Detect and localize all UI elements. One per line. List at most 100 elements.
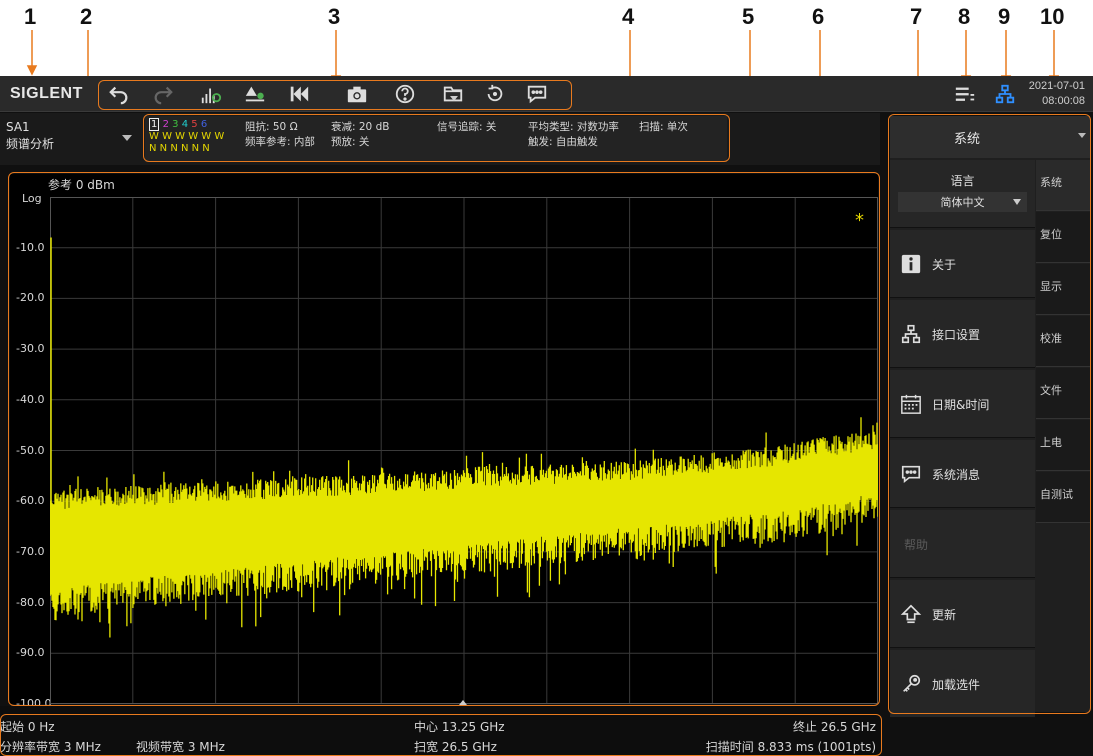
chevron-down-icon[interactable] xyxy=(1078,133,1086,138)
trigger-value: 触发: 自由触发 xyxy=(528,136,598,148)
y-axis-label: -30.0 xyxy=(16,342,45,356)
menu-interface-label: 接口设置 xyxy=(932,328,981,342)
menu-about[interactable]: 关于 xyxy=(890,230,1035,298)
y-axis-label: -60.0 xyxy=(16,494,45,508)
preset-icon[interactable] xyxy=(284,80,314,108)
param-col-3: 信号追踪: 关 xyxy=(437,120,496,135)
language-value: 简体中文 xyxy=(940,196,985,209)
help-icon[interactable] xyxy=(390,80,420,108)
message-icon xyxy=(901,465,921,484)
ref-level[interactable]: 参考 0 dBm xyxy=(48,178,115,192)
panel-header[interactable]: 系统 xyxy=(890,116,1090,158)
menu-datetime[interactable]: 日期&时间 xyxy=(890,370,1035,438)
preamp-value: 预放: 关 xyxy=(331,136,370,148)
spectrum-plot[interactable]: 参考 0 dBm Log -10.0 -20.0 -30.0 -40.0 -50.0 -6… xyxy=(10,174,878,710)
trace-indicators[interactable]: 1 2 3 4 5 6 W W W W W W N N N N N N xyxy=(149,118,225,155)
language-select[interactable]: 简体中文 xyxy=(898,192,1027,212)
spectrum-graph[interactable] xyxy=(50,197,878,704)
parameter-panel[interactable]: 1 2 3 4 5 6 W W W W W W N N N N N N 阻抗: … xyxy=(145,116,727,162)
trace-4[interactable]: 4 xyxy=(181,119,189,130)
info-bar: SA1 频谱分析 1 2 3 4 5 6 W W W W W W N N N N… xyxy=(0,113,880,165)
chevron-down-icon xyxy=(1013,199,1021,205)
time-text: 08:00:08 xyxy=(1042,95,1085,107)
trace-6[interactable]: 6 xyxy=(200,119,208,130)
peak-search-icon[interactable] xyxy=(196,80,226,108)
tab-display[interactable]: 显示 xyxy=(1036,264,1090,315)
highlight-params xyxy=(143,114,730,162)
span-value[interactable]: 扫宽 26.5 GHz xyxy=(414,740,497,754)
marker-icon[interactable] xyxy=(240,80,270,108)
center-marker-top-icon xyxy=(450,96,458,101)
sweep-value: 扫描: 单次 xyxy=(639,121,688,133)
callout-6: 6 xyxy=(812,4,825,29)
stop-freq[interactable]: 终止 26.5 GHz xyxy=(793,720,876,734)
y-axis-label: -80.0 xyxy=(16,595,45,609)
analyzer-screen: SIGLENT xyxy=(0,76,1093,756)
network-icon xyxy=(901,324,921,344)
callout-8: 8 xyxy=(958,4,971,29)
menu-about-label: 关于 xyxy=(932,258,957,272)
atten-value: 衰减: 20 dB xyxy=(331,121,390,133)
mode-selector[interactable]: SA1 频谱分析 xyxy=(6,119,54,153)
refresh-icon[interactable] xyxy=(480,80,510,108)
folder-icon[interactable] xyxy=(438,80,468,108)
avg-type-value: 平均类型: 对数功率 xyxy=(528,121,619,133)
message-icon[interactable] xyxy=(522,80,552,108)
key-icon xyxy=(903,674,921,692)
tab-calibration[interactable]: 校准 xyxy=(1036,316,1090,367)
tracking-value: 信号追踪: 关 xyxy=(437,121,497,133)
trace-detector-row: N N N N N N xyxy=(149,143,210,154)
callout-3: 3 xyxy=(328,4,341,29)
tab-reset[interactable]: 复位 xyxy=(1036,212,1090,263)
highlight-panel xyxy=(888,114,1091,714)
tab-system[interactable]: 系统 xyxy=(1036,160,1090,211)
callout-10: 10 xyxy=(1040,4,1065,29)
menu-update-label: 更新 xyxy=(932,608,957,622)
menu-load-option-label: 加载选件 xyxy=(932,678,981,692)
mode-name: SA1 xyxy=(6,120,30,134)
trace-1-line xyxy=(50,417,878,638)
center-freq[interactable]: 中心 13.25 GHz xyxy=(414,720,505,734)
chevron-down-icon[interactable] xyxy=(122,135,132,141)
callout-4: 4 xyxy=(622,4,635,29)
menu-interface[interactable]: 接口设置 xyxy=(890,300,1035,368)
trace-2[interactable]: 2 xyxy=(162,119,169,130)
menu-help: 帮助 xyxy=(890,510,1035,578)
tab-power-on[interactable]: 上电 xyxy=(1036,420,1090,471)
y-axis-label: -20.0 xyxy=(16,291,45,305)
rbw-value[interactable]: 分辨率带宽 3 MHz xyxy=(0,740,101,754)
vbw-value[interactable]: 视频带宽 3 MHz xyxy=(136,740,225,754)
param-col-2: 衰减: 20 dB 预放: 关 xyxy=(331,120,389,150)
trace-1[interactable]: 1 xyxy=(149,118,160,131)
center-marker-bottom-icon xyxy=(459,700,467,705)
calendar-icon xyxy=(901,394,921,414)
trace-5[interactable]: 5 xyxy=(191,119,198,130)
panel-title: 系统 xyxy=(953,131,980,147)
menu-update[interactable]: 更新 xyxy=(890,580,1035,648)
trace-mode-row: W W W W W W xyxy=(149,131,225,142)
network-icon[interactable] xyxy=(990,80,1020,108)
tab-self-test[interactable]: 自测试 xyxy=(1036,472,1090,523)
start-freq[interactable]: 起始 0 Hz xyxy=(0,720,55,734)
right-panel: 系统 语言 简体中文 关于 接口设置 日期&时间 xyxy=(890,116,1090,718)
menu-datetime-label: 日期&时间 xyxy=(932,398,990,412)
tab-file[interactable]: 文件 xyxy=(1036,368,1090,419)
trace-3[interactable]: 3 xyxy=(172,119,179,130)
param-col-1: 阻抗: 50 Ω 频率参考: 内部 xyxy=(245,120,315,150)
menu-list-icon[interactable] xyxy=(950,80,980,108)
menu-help-label: 帮助 xyxy=(904,538,929,552)
date-time: 2021-07-01 08:00:08 xyxy=(1029,79,1085,109)
trace-numbers: 1 2 3 4 5 6 xyxy=(149,118,224,131)
camera-icon[interactable] xyxy=(342,80,372,108)
sweep-time[interactable]: 扫描时间 8.833 ms (1001pts) xyxy=(705,740,876,754)
callout-5: 5 xyxy=(742,4,755,29)
top-bar: SIGLENT xyxy=(0,76,1093,112)
redo-icon[interactable] xyxy=(148,80,178,108)
menu-load-option[interactable]: 加载选件 xyxy=(890,650,1035,718)
star-indicator-icon: * xyxy=(855,210,864,231)
undo-icon[interactable] xyxy=(104,80,134,108)
freq-ref-value: 频率参考: 内部 xyxy=(245,136,315,148)
menu-messages[interactable]: 系统消息 xyxy=(890,440,1035,508)
upload-arrow-icon xyxy=(900,604,922,624)
language-item: 语言 简体中文 xyxy=(890,160,1035,228)
